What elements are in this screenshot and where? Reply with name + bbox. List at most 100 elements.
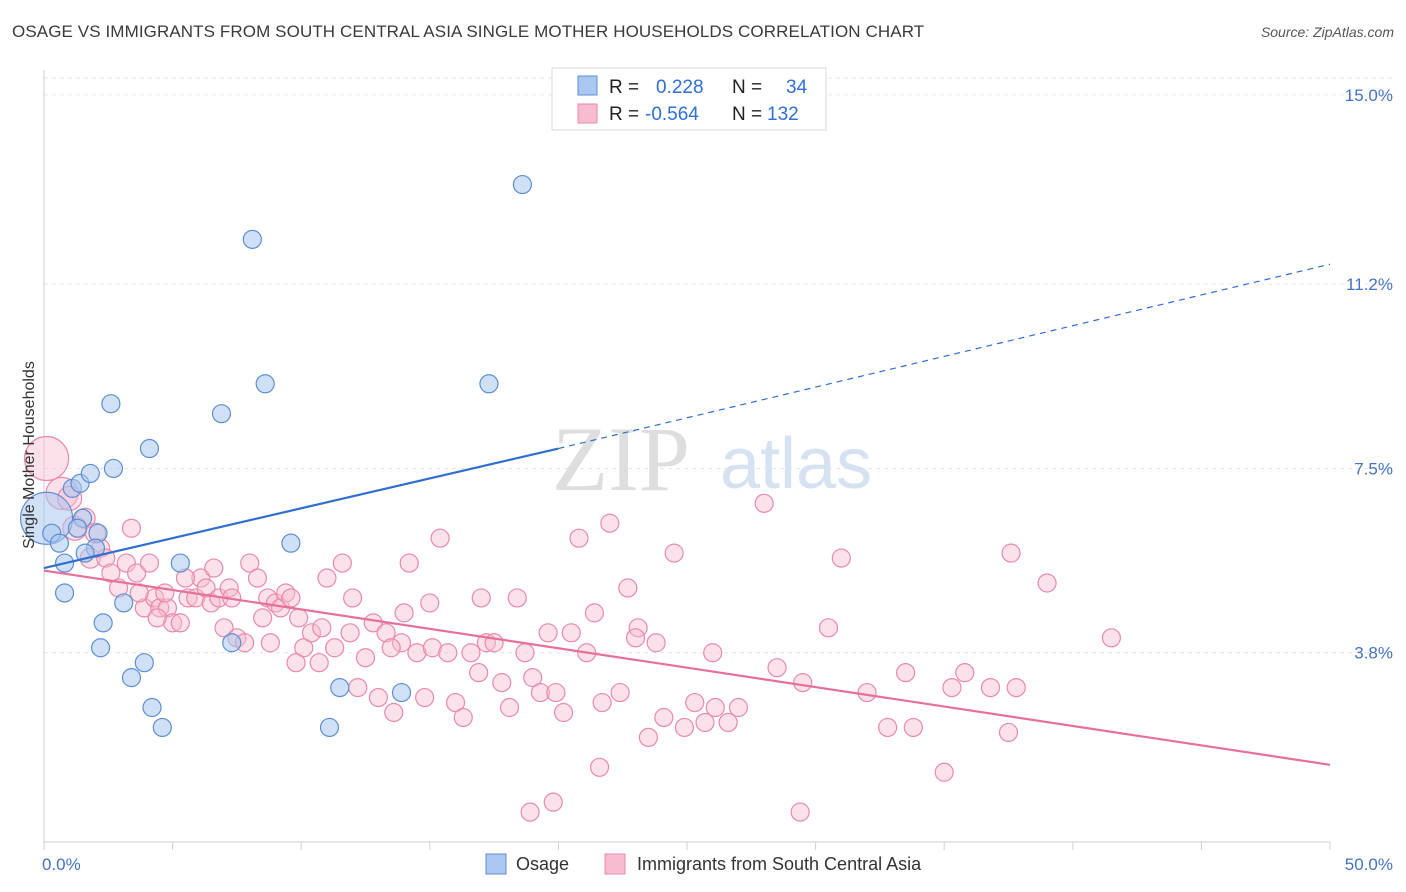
imm-point-18 [157,598,178,618]
series-osage-points [19,174,532,738]
y-tick-label-2: 11.2% [1346,275,1393,294]
imm-point-60 [445,692,466,713]
osage-point-28 [330,677,350,698]
osage-point-17 [121,668,142,688]
watermark: ZIP atlas [552,408,872,510]
imm-point-98 [831,548,851,568]
imm-point-116 [204,558,224,578]
imm-point-108 [1001,543,1021,563]
legend-bottom-osage-swatch [485,853,507,875]
imm-point-129 [471,588,491,608]
imm-point-14 [134,598,154,618]
osage-point-22 [170,553,190,573]
imm-point-127 [625,628,646,648]
imm-point-12 [121,518,142,538]
imm-point-78 [584,603,605,623]
imm-point-40 [294,638,314,658]
osage-point-7 [80,463,100,484]
imm-point-81 [610,682,630,703]
series-immigrants-points [23,435,1121,822]
imm-point-41 [301,623,322,643]
legend-imm-n-value: 132 [767,104,799,125]
imm-point-39 [289,608,309,628]
imm-point-130 [394,603,414,623]
osage-point-24 [222,633,242,653]
imm-point-126 [790,802,810,822]
imm-point-51 [376,623,396,643]
imm-point-70 [523,668,543,688]
imm-point-84 [638,727,659,748]
imm-point-61 [453,707,473,728]
osage-point-20 [152,717,172,738]
imm-point-106 [980,677,1001,698]
legend-bottom-osage-label: Osage [516,854,569,874]
imm-point-67 [499,697,520,718]
imm-point-23 [191,568,211,588]
osage-point-23 [211,404,232,424]
imm-point-24 [196,578,216,598]
imm-point-42 [309,653,329,673]
osage-point-25 [242,229,262,249]
osage-point-12 [101,394,121,414]
imm-point-59 [438,643,458,663]
imm-point-80 [600,513,620,533]
imm-point-88 [674,717,695,738]
legend-imm-r-value: -0.564 [645,104,699,125]
legend-osage-r-label: R = [609,77,639,98]
imm-point-124 [543,792,563,812]
legend-imm-swatch [577,103,598,124]
imm-point-100 [878,717,898,738]
imm-point-94 [754,493,774,513]
osage-trend-extension [558,263,1331,450]
osage-point-30 [391,682,412,703]
imm-point-56 [415,687,435,708]
axes [43,70,1331,850]
osage-point-15 [93,613,113,633]
imm-point-89 [685,692,705,713]
imm-point-33 [253,608,273,628]
imm-point-32 [247,568,268,588]
osage-trend-line [43,447,559,570]
imm-point-20 [170,613,190,633]
imm-point-111 [1101,628,1121,648]
x-tick-label-0: 0.0% [42,855,81,874]
imm-point-50 [368,687,388,708]
y-axis-label: Single Mother Households [21,361,38,549]
imm-point-44 [325,638,345,658]
imm-point-102 [903,717,923,738]
imm-point-49 [363,613,383,633]
imm-point-47 [348,677,368,698]
imm-point-93 [728,697,749,718]
imm-point-99 [857,682,877,703]
imm-point-101 [896,663,916,683]
legend-osage-r-value: 0.228 [656,77,704,98]
imm-point-114 [155,583,175,603]
imm-point-15 [139,553,160,573]
imm-point-79 [592,692,612,713]
imm-point-122 [420,593,440,613]
osage-point-32 [512,174,532,195]
imm-point-54 [399,553,419,573]
legend-imm-n-label: N = [732,104,762,125]
imm-point-125 [589,757,610,777]
imm-point-120 [343,588,363,608]
imm-trend-line [43,569,1331,766]
osage-point-31 [479,374,499,394]
legend-bottom: Osage Immigrants from South Central Asia [485,853,922,875]
imm-point-85 [646,633,666,653]
osage-point-29 [319,717,340,738]
imm-point-31 [240,553,260,573]
imm-point-68 [507,588,527,608]
imm-point-69 [515,643,535,663]
imm-point-104 [942,677,962,698]
imm-point-76 [569,528,589,548]
x-tick-label-1: 50.0% [1345,855,1393,874]
imm-point-87 [664,543,684,563]
imm-point-38 [281,588,301,608]
y-tick-label-0: 3.8% [1354,644,1393,663]
imm-point-65 [484,633,504,653]
imm-point-90 [695,712,715,733]
trend-lines [43,263,1331,766]
osage-point-33 [67,518,88,538]
imm-point-113 [147,608,167,628]
